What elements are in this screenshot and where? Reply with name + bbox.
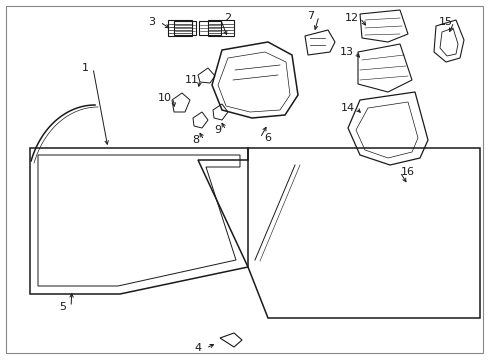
Bar	[174, 21, 196, 35]
Text: 9: 9	[214, 125, 221, 135]
Text: 13: 13	[339, 47, 353, 57]
Bar	[168, 20, 192, 36]
Text: 11: 11	[184, 75, 199, 85]
Text: 7: 7	[307, 11, 314, 21]
Text: 1: 1	[81, 63, 88, 73]
Bar	[199, 21, 221, 35]
Text: 10: 10	[158, 93, 172, 103]
Text: 3: 3	[148, 17, 155, 27]
Text: 5: 5	[60, 302, 66, 312]
Text: 16: 16	[400, 167, 414, 177]
Text: 8: 8	[192, 135, 199, 145]
Text: 2: 2	[224, 13, 231, 23]
Text: 12: 12	[344, 13, 358, 23]
Text: 15: 15	[438, 17, 452, 27]
Text: 6: 6	[264, 133, 271, 143]
Text: 4: 4	[194, 343, 201, 353]
Bar	[207, 20, 234, 36]
Text: 14: 14	[340, 103, 354, 113]
